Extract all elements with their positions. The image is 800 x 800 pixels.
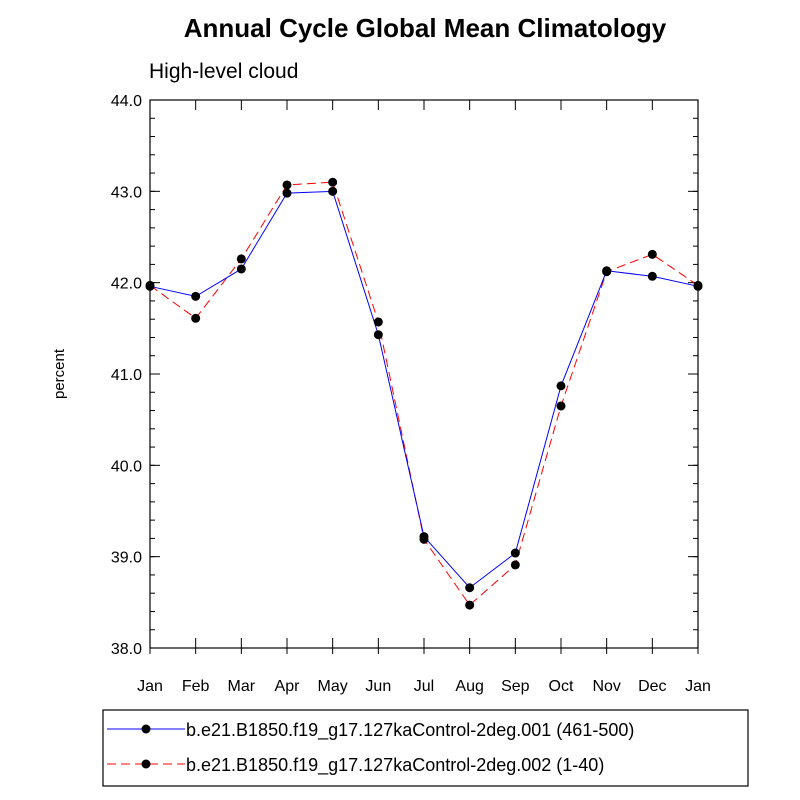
x-tick-label: Jan xyxy=(137,678,163,695)
y-tick-label: 38.0 xyxy=(111,641,142,658)
plot-frame xyxy=(149,99,699,649)
x-tick-label: Oct xyxy=(549,678,574,695)
data-point-series-2 xyxy=(647,249,657,259)
y-tick-label: 40.0 xyxy=(111,458,142,475)
legend-box xyxy=(102,709,749,787)
series-layer xyxy=(145,177,703,610)
data-point-series-2 xyxy=(282,180,292,190)
y-tick-label: 41.0 xyxy=(111,367,142,384)
data-point-series-1 xyxy=(510,548,520,558)
y-tick-label: 43.0 xyxy=(111,184,142,201)
data-point-series-1 xyxy=(282,188,292,198)
legend-marker-series-2 xyxy=(141,759,151,769)
data-point-series-1 xyxy=(647,271,657,281)
x-tick-label: Sep xyxy=(501,678,530,695)
y-tick-label: 44.0 xyxy=(111,93,142,110)
x-tick-label: Dec xyxy=(638,678,666,695)
data-point-series-1 xyxy=(373,330,383,340)
x-tick-label: Jan xyxy=(685,678,711,695)
data-point-series-1 xyxy=(236,264,246,274)
data-point-series-2 xyxy=(328,177,338,187)
data-point-series-2 xyxy=(556,401,566,411)
x-tick-label: Jun xyxy=(365,678,391,695)
y-tick-label: 39.0 xyxy=(111,550,142,567)
series-line-1 xyxy=(149,190,699,589)
x-tick-label: May xyxy=(318,678,348,695)
legend-label-series-2: b.e21.B1850.f19_g17.127kaControl-2deg.00… xyxy=(186,755,604,776)
data-point-series-1 xyxy=(419,532,429,542)
x-tick-label: Feb xyxy=(182,678,210,695)
x-tick-label: Jul xyxy=(414,678,434,695)
chart-subtitle: High-level cloud xyxy=(149,60,298,83)
x-tick-label: Nov xyxy=(592,678,620,695)
legend-marker-series-1 xyxy=(141,724,151,734)
data-point-series-2 xyxy=(373,317,383,327)
data-point-series-2 xyxy=(191,313,201,323)
axes: 38.0 39.0 40.0 41.0 42.0 43.0 44.0 Jan Feb Mar Apr… xyxy=(111,93,711,695)
data-point-series-1 xyxy=(145,281,155,291)
x-tick-label: Aug xyxy=(455,678,483,695)
data-point-series-1 xyxy=(191,291,201,301)
chart-title: Annual Cycle Global Mean Climatology xyxy=(184,13,667,43)
data-point-series-2 xyxy=(236,254,246,264)
data-point-series-1 xyxy=(693,281,703,291)
legend: b.e21.B1850.f19_g17.127kaControl-2deg.00… xyxy=(102,709,749,787)
y-tick-label: 42.0 xyxy=(111,276,142,293)
data-point-series-1 xyxy=(465,583,475,593)
data-point-series-1 xyxy=(556,381,566,391)
data-point-series-2 xyxy=(465,600,475,610)
data-point-series-1 xyxy=(328,186,338,196)
data-point-series-1 xyxy=(602,266,612,276)
data-point-series-2 xyxy=(510,560,520,570)
legend-label-series-1: b.e21.B1850.f19_g17.127kaControl-2deg.00… xyxy=(186,720,634,741)
x-tick-label: Apr xyxy=(275,678,301,695)
x-tick-label: Mar xyxy=(228,678,256,695)
y-axis-label: percent xyxy=(51,348,68,399)
